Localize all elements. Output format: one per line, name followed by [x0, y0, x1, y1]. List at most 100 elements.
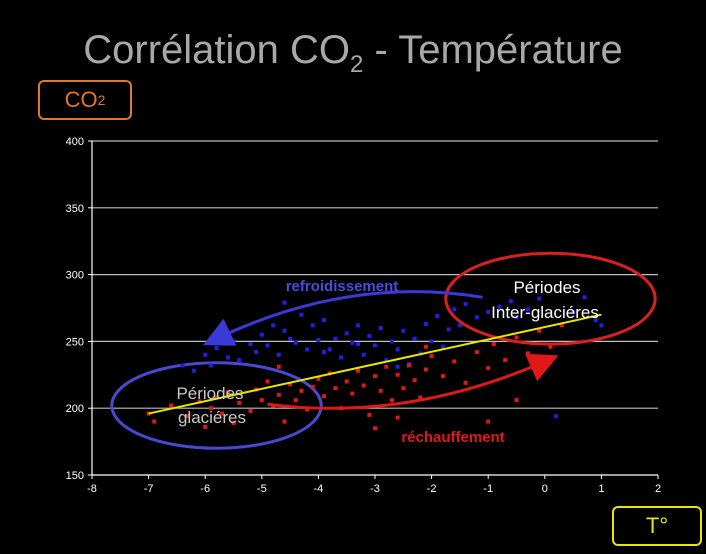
blue-data-point [423, 322, 428, 327]
red-data-point [423, 344, 428, 349]
red-data-point [463, 380, 468, 385]
blue-data-point [299, 312, 304, 317]
red-data-point [305, 407, 310, 412]
ellipse-layer [110, 251, 657, 450]
red-data-point [265, 379, 270, 384]
blue-data-point [225, 355, 230, 360]
red-data-point [474, 350, 479, 355]
blue-data-point [350, 340, 355, 345]
trend-layer [148, 313, 602, 415]
red-data-point [214, 395, 219, 400]
red-data-point [491, 342, 496, 347]
blue-data-point [344, 331, 349, 336]
red-data-point [514, 335, 519, 340]
x-axis-label: T° [645, 513, 669, 538]
blue-data-point [457, 323, 462, 328]
blue-data-point [322, 318, 327, 323]
blue-data-point [276, 352, 281, 357]
red-data-point [169, 403, 174, 408]
red-data-point [423, 367, 428, 372]
blue-data-point [593, 318, 598, 323]
blue-data-point [412, 336, 417, 341]
blue-data-point [554, 414, 559, 419]
blue-data-point [599, 323, 604, 328]
slide-title: Corrélation CO2 - Température [0, 28, 706, 79]
title-tail: - Température [363, 28, 623, 72]
blue-data-point [395, 364, 400, 369]
blue-data-point [384, 358, 389, 363]
blue-data-point [259, 332, 264, 337]
red-data-point [248, 408, 253, 413]
y-tick-label: 350 [66, 203, 84, 215]
red-data-point [412, 378, 417, 383]
red-data-point [231, 420, 236, 425]
red-data-point [208, 406, 213, 411]
refroidissement-arrow [202, 290, 483, 346]
glacial-label-line2: glaciéres [178, 408, 246, 427]
x-tick-label: -4 [314, 483, 324, 495]
blue-data-point [191, 368, 196, 373]
annotation-rechauffement: réchauffement [401, 429, 504, 446]
trendline [148, 313, 602, 415]
y-tick-label: 400 [66, 136, 84, 148]
blue-data-point [356, 342, 361, 347]
glacial-ellipse [110, 361, 323, 450]
blue-data-point [316, 338, 321, 343]
red-data-point [316, 376, 321, 381]
red-data-point [503, 358, 508, 363]
glacial-label-line1: Périodes [176, 384, 243, 403]
y-axis-label-subscript: 2 [97, 92, 106, 108]
blue-data-point [339, 355, 344, 360]
red-data-point [293, 398, 298, 403]
red-data-point [276, 364, 281, 369]
blue-data-point [497, 304, 502, 309]
blue-data-point [327, 347, 332, 352]
annotation-refroidissement: refroidissement [286, 278, 399, 295]
blue-data-point [508, 299, 513, 304]
y-tick-label: 200 [66, 403, 84, 415]
blue-data-point [373, 343, 377, 348]
blue-data-point [322, 350, 327, 355]
red-data-point [378, 388, 383, 393]
blue-data-point [463, 301, 468, 306]
blue-data-point [282, 328, 287, 333]
red-data-point [452, 359, 457, 364]
blue-data-point [282, 300, 287, 305]
red-data-point [537, 328, 542, 333]
blue-data-point [435, 314, 440, 319]
x-axis-label-box: T° [612, 506, 702, 546]
y-axis-label-box: CO 2 [38, 80, 132, 120]
red-data-point [259, 398, 264, 403]
blue-data-point [525, 307, 530, 312]
blue-data-point [474, 315, 479, 320]
blue-data-point [378, 326, 383, 331]
blue-data-point [208, 363, 213, 368]
red-data-point [429, 354, 434, 359]
blue-data-point [305, 347, 310, 352]
blue-data-point [395, 347, 400, 352]
red-data-point [282, 419, 287, 424]
red-data-point [310, 384, 315, 389]
x-tick-label: -8 [87, 483, 97, 495]
red-data-point [356, 368, 361, 373]
y-tick-label: 150 [66, 470, 84, 482]
red-data-point [486, 419, 491, 424]
x-tick-label: -3 [370, 483, 380, 495]
red-data-point [203, 424, 208, 429]
x-tick-label: 2 [655, 483, 661, 495]
red-data-point [389, 398, 394, 403]
blue-data-point [254, 350, 259, 355]
red-data-point [152, 419, 157, 424]
blue-data-point [571, 310, 576, 315]
y-axis-label: CO [64, 87, 98, 112]
red-data-point [395, 415, 400, 420]
x-tick-label: -6 [200, 483, 210, 495]
title-main: Corrélation CO [83, 28, 351, 72]
blue-data-point [452, 307, 457, 312]
y-tick-label: 300 [66, 270, 84, 282]
blue-data-point [440, 344, 445, 349]
interglacial-ellipse [444, 251, 657, 346]
blue-data-point [514, 315, 519, 320]
